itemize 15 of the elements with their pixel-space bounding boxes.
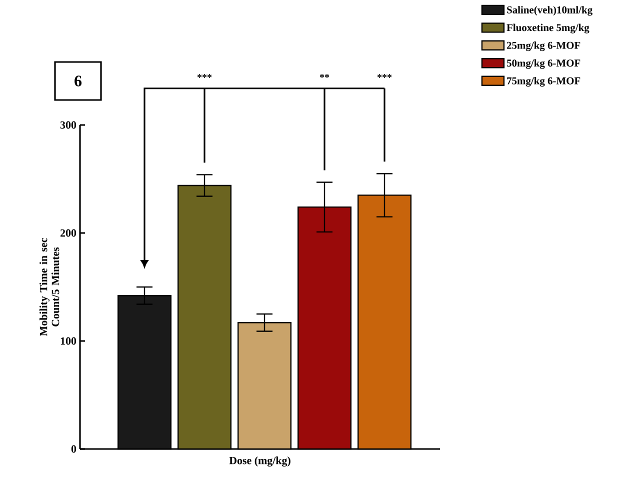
text: *** [197, 74, 212, 78]
legend-label: 75mg/kg 6-MOF [507, 77, 580, 87]
y-tick-label: 200 [60, 229, 76, 237]
y-tick-label: 0 [71, 445, 76, 453]
text: ** [320, 74, 330, 78]
legend-label: Saline(veh)10ml/kg [507, 6, 592, 16]
text: 6 [74, 76, 82, 86]
y-axis-title: Mobility Time in sec Count/5 Minutes [40, 238, 60, 336]
y-tick-label: 100 [60, 337, 76, 345]
legend-label: Fluoxetine 5mg/kg [506, 24, 590, 34]
x-axis-title: Dose (mg/kg) [229, 456, 290, 467]
text: *** [377, 74, 392, 78]
y-tick-label: 300 [60, 121, 76, 129]
legend-label: 50mg/kg 6-MOF [506, 59, 580, 69]
legend-label: 25mg/kg 6-MOF [506, 42, 580, 52]
